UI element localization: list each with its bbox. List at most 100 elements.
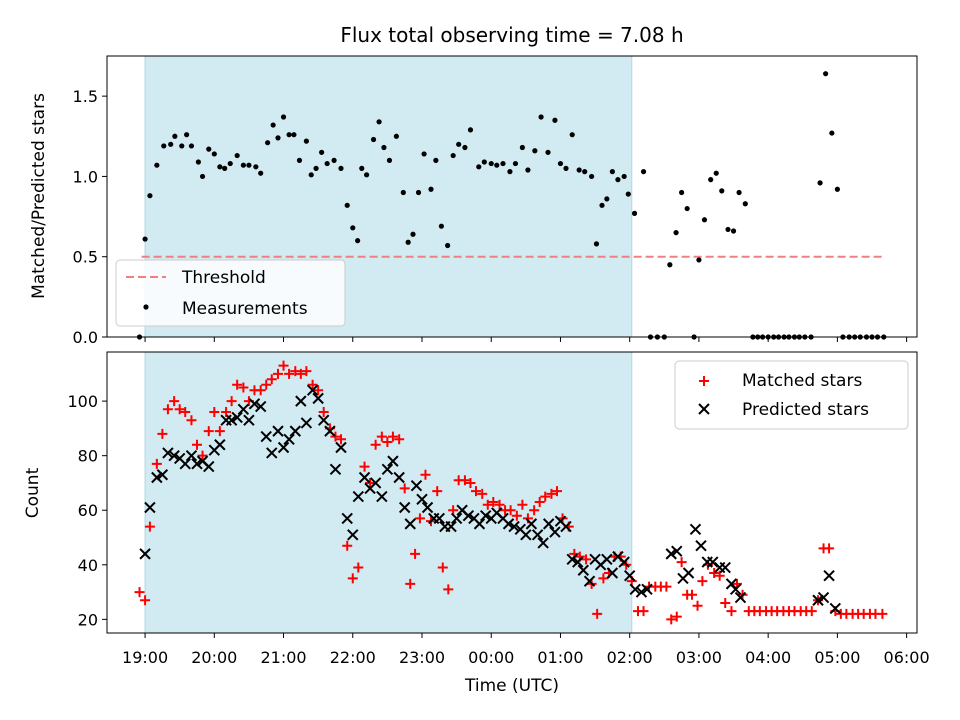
- data-point: [393, 133, 399, 139]
- y-tick-label: 60: [78, 501, 98, 520]
- data-point: [203, 426, 214, 437]
- data-point: [290, 366, 301, 377]
- data-point: [410, 231, 416, 237]
- data-point: [154, 162, 160, 168]
- data-point: [707, 556, 719, 568]
- x-tick-label: 21:00: [260, 648, 306, 667]
- data-point: [566, 553, 578, 566]
- data-point: [488, 497, 499, 508]
- legend-box: [674, 360, 909, 430]
- data-point: [353, 562, 364, 573]
- data-point: [512, 160, 519, 167]
- y-tick-label: 40: [78, 556, 98, 575]
- bottom-panel: 20 40 60 80 100 19:00 20:00 21:00 22:00 23:00 00:0…: [67, 351, 930, 667]
- data-point: [736, 189, 742, 196]
- data-point: [709, 567, 720, 578]
- data-point: [625, 191, 631, 197]
- data-point: [144, 501, 156, 514]
- data-point: [538, 114, 544, 120]
- data-point: [438, 223, 444, 229]
- data-point: [494, 499, 505, 510]
- data-point: [410, 479, 423, 492]
- data-point: [572, 556, 584, 568]
- data-point: [420, 469, 431, 480]
- data-point: [162, 404, 173, 415]
- data-point: [386, 157, 393, 163]
- data-point: [502, 518, 515, 530]
- data-point: [477, 488, 488, 499]
- data-point: [382, 437, 393, 448]
- data-point: [179, 458, 191, 470]
- data-point: [376, 119, 382, 125]
- data-point: [381, 463, 394, 476]
- data-point: [687, 589, 697, 600]
- data-point: [336, 434, 346, 445]
- data-point: [365, 477, 376, 488]
- data-point: [307, 379, 318, 390]
- data-point: [507, 169, 513, 175]
- data-point: [347, 573, 358, 584]
- data-point: [313, 165, 319, 171]
- data-point: [519, 144, 525, 151]
- data-point: [174, 404, 185, 415]
- data-point: [399, 483, 410, 494]
- data-point: [508, 520, 520, 533]
- data-point: [450, 512, 463, 525]
- data-point: [376, 490, 388, 503]
- y-tick-label: 1.0: [73, 167, 98, 186]
- data-point: [273, 368, 283, 379]
- data-point: [583, 575, 596, 587]
- data-point: [291, 132, 297, 138]
- data-point: [576, 167, 582, 173]
- x-axis-label: Time (UTC): [464, 676, 559, 696]
- data-point: [352, 490, 365, 503]
- data-point: [433, 512, 446, 525]
- data-point: [673, 230, 679, 236]
- data-point: [329, 463, 342, 476]
- data-point: [462, 509, 475, 522]
- data-point: [255, 385, 266, 396]
- data-point: [295, 395, 307, 407]
- data-point: [445, 520, 457, 533]
- data-point: [589, 173, 595, 180]
- y-tick-label: 100: [67, 392, 98, 411]
- data-point: [140, 595, 151, 606]
- data-point: [289, 425, 302, 437]
- data-point: [258, 170, 264, 176]
- data-point: [355, 238, 361, 244]
- data-point: [505, 505, 516, 516]
- data-point: [532, 148, 538, 154]
- data-point: [199, 173, 206, 180]
- data-point: [393, 471, 405, 484]
- data-point: [191, 458, 203, 470]
- data-point: [671, 545, 683, 557]
- data-point: [421, 501, 434, 514]
- data-point: [621, 173, 627, 180]
- data-point: [450, 152, 456, 159]
- data-point: [169, 396, 180, 407]
- data-point: [180, 407, 191, 418]
- data-point: [437, 562, 448, 573]
- data-point: [405, 578, 416, 589]
- data-point: [443, 584, 454, 595]
- data-point: [488, 160, 494, 167]
- data-point: [405, 239, 411, 245]
- data-point: [157, 428, 168, 439]
- data-point: [347, 529, 359, 541]
- data-point: [546, 488, 557, 499]
- data-point: [248, 398, 261, 410]
- series-matched-stars: [134, 360, 888, 625]
- axes-frame: [106, 55, 918, 338]
- data-point: [387, 455, 399, 467]
- data-point: [421, 151, 427, 157]
- data-point: [606, 567, 619, 579]
- data-point: [877, 608, 888, 619]
- data-point: [638, 606, 649, 617]
- data-point: [697, 576, 708, 587]
- data-point: [168, 141, 174, 147]
- data-point: [381, 144, 387, 151]
- data-point: [161, 143, 167, 149]
- data-point: [581, 554, 592, 565]
- data-point: [404, 518, 416, 530]
- data-point: [306, 384, 319, 396]
